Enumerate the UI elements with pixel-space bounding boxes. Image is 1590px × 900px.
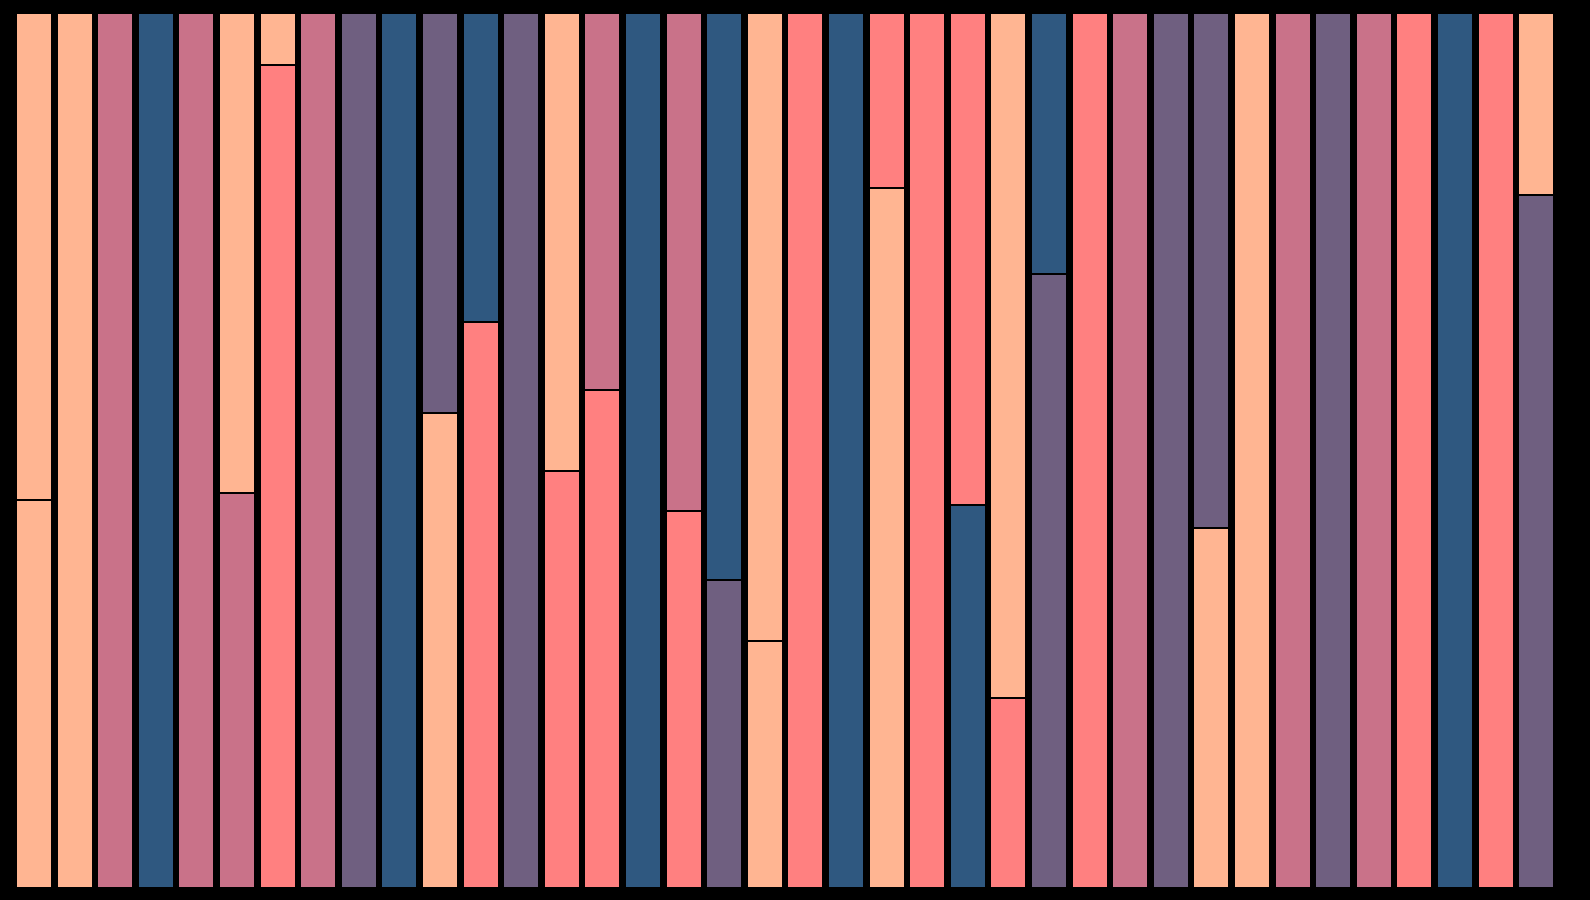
stripe-segment — [220, 14, 254, 493]
stripe-column — [908, 12, 947, 889]
stripe-column — [1517, 12, 1556, 889]
stripe-segment — [1275, 14, 1310, 887]
stripe-column — [1436, 12, 1474, 889]
stripe-column — [542, 12, 581, 889]
stripe-segment — [950, 14, 985, 505]
stripe-segment — [138, 14, 173, 887]
stripe-segment — [585, 14, 620, 389]
stripe-segment — [57, 14, 92, 887]
stripe-segment — [1316, 14, 1351, 887]
stripe-segment — [707, 14, 742, 580]
stripe-segment — [666, 14, 701, 510]
stripe-segment — [1235, 14, 1269, 887]
stripe-column — [1151, 12, 1190, 889]
stripe-column — [867, 12, 906, 889]
stripe-segment — [544, 471, 579, 887]
stripe-segment — [1194, 529, 1229, 887]
stripe-column — [583, 12, 622, 889]
stripe-column — [624, 12, 662, 889]
stripe-column — [502, 12, 541, 889]
stripe-segment — [544, 14, 579, 470]
stripe-segment — [98, 14, 133, 887]
stripe-segment — [1519, 196, 1554, 887]
stripe-column — [136, 12, 175, 889]
stripe-column — [1354, 12, 1393, 889]
stripe-segment — [1519, 14, 1554, 195]
stripe-segment — [179, 14, 214, 887]
stripe-segment — [1072, 14, 1107, 887]
stripe-segment — [1032, 274, 1066, 887]
stripe-column — [218, 12, 256, 889]
stripe-segment — [991, 14, 1026, 697]
stripe-column — [1314, 12, 1353, 889]
stripe-column — [786, 12, 825, 889]
stripe-segment — [788, 14, 823, 887]
stripe-segment — [707, 581, 742, 887]
stripe-column — [15, 12, 53, 889]
stripe-column — [1233, 12, 1271, 889]
stripe-column — [1030, 12, 1068, 889]
stripe-segment — [220, 494, 254, 887]
stripe-segment — [17, 14, 51, 500]
stripe-segment — [910, 14, 945, 887]
stripe-segment — [382, 14, 417, 887]
stripe-segment — [1113, 14, 1148, 887]
stripe-segment — [585, 390, 620, 887]
stripe-column — [948, 12, 987, 889]
stripe-column — [1395, 12, 1434, 889]
stripe-column — [339, 12, 378, 889]
stripe-segment — [463, 14, 498, 321]
stripe-segment — [626, 14, 660, 887]
stripe-column — [258, 12, 297, 889]
stripe-column — [299, 12, 338, 889]
stripe-column — [1111, 12, 1150, 889]
stripe-segment — [1194, 14, 1229, 527]
stripe-segment — [1153, 14, 1188, 887]
stripe-segment — [423, 14, 457, 412]
stripe-segment — [1356, 14, 1391, 887]
stripe-segment — [1438, 14, 1472, 887]
stripe-column — [827, 12, 865, 889]
stripe-segment — [666, 511, 701, 887]
stripe-column — [705, 12, 744, 889]
stripe-segment — [17, 501, 51, 887]
stripe-column — [1192, 12, 1231, 889]
stripe-segment — [869, 188, 904, 887]
stripe-column — [1476, 12, 1515, 889]
stripe-segment — [1397, 14, 1432, 887]
stripe-segment — [423, 414, 457, 887]
stripe-segment — [747, 14, 782, 641]
stripe-column — [461, 12, 500, 889]
stripe-segment — [747, 642, 782, 887]
stripe-column — [380, 12, 419, 889]
stripe-column — [664, 12, 703, 889]
stripe-column — [421, 12, 459, 889]
stripe-segment — [463, 322, 498, 887]
stripe-column — [989, 12, 1028, 889]
stripe-segment — [1032, 14, 1066, 273]
stripe-segment — [260, 14, 295, 64]
stripe-column — [1070, 12, 1109, 889]
stripe-segment — [1478, 14, 1513, 887]
stripe-column — [745, 12, 784, 889]
stripe-segment — [260, 65, 295, 887]
stripe-column — [96, 12, 135, 889]
stripe-column — [55, 12, 94, 889]
stripe-segment — [504, 14, 539, 887]
stripe-column — [177, 12, 216, 889]
stripe-segment — [341, 14, 376, 887]
stripe-segment — [991, 698, 1026, 887]
stripe-column — [1273, 12, 1312, 889]
stripe-segment — [869, 14, 904, 187]
stripe-segment — [301, 14, 336, 887]
stripe-segment — [950, 506, 985, 887]
stripe-segment — [829, 14, 863, 887]
